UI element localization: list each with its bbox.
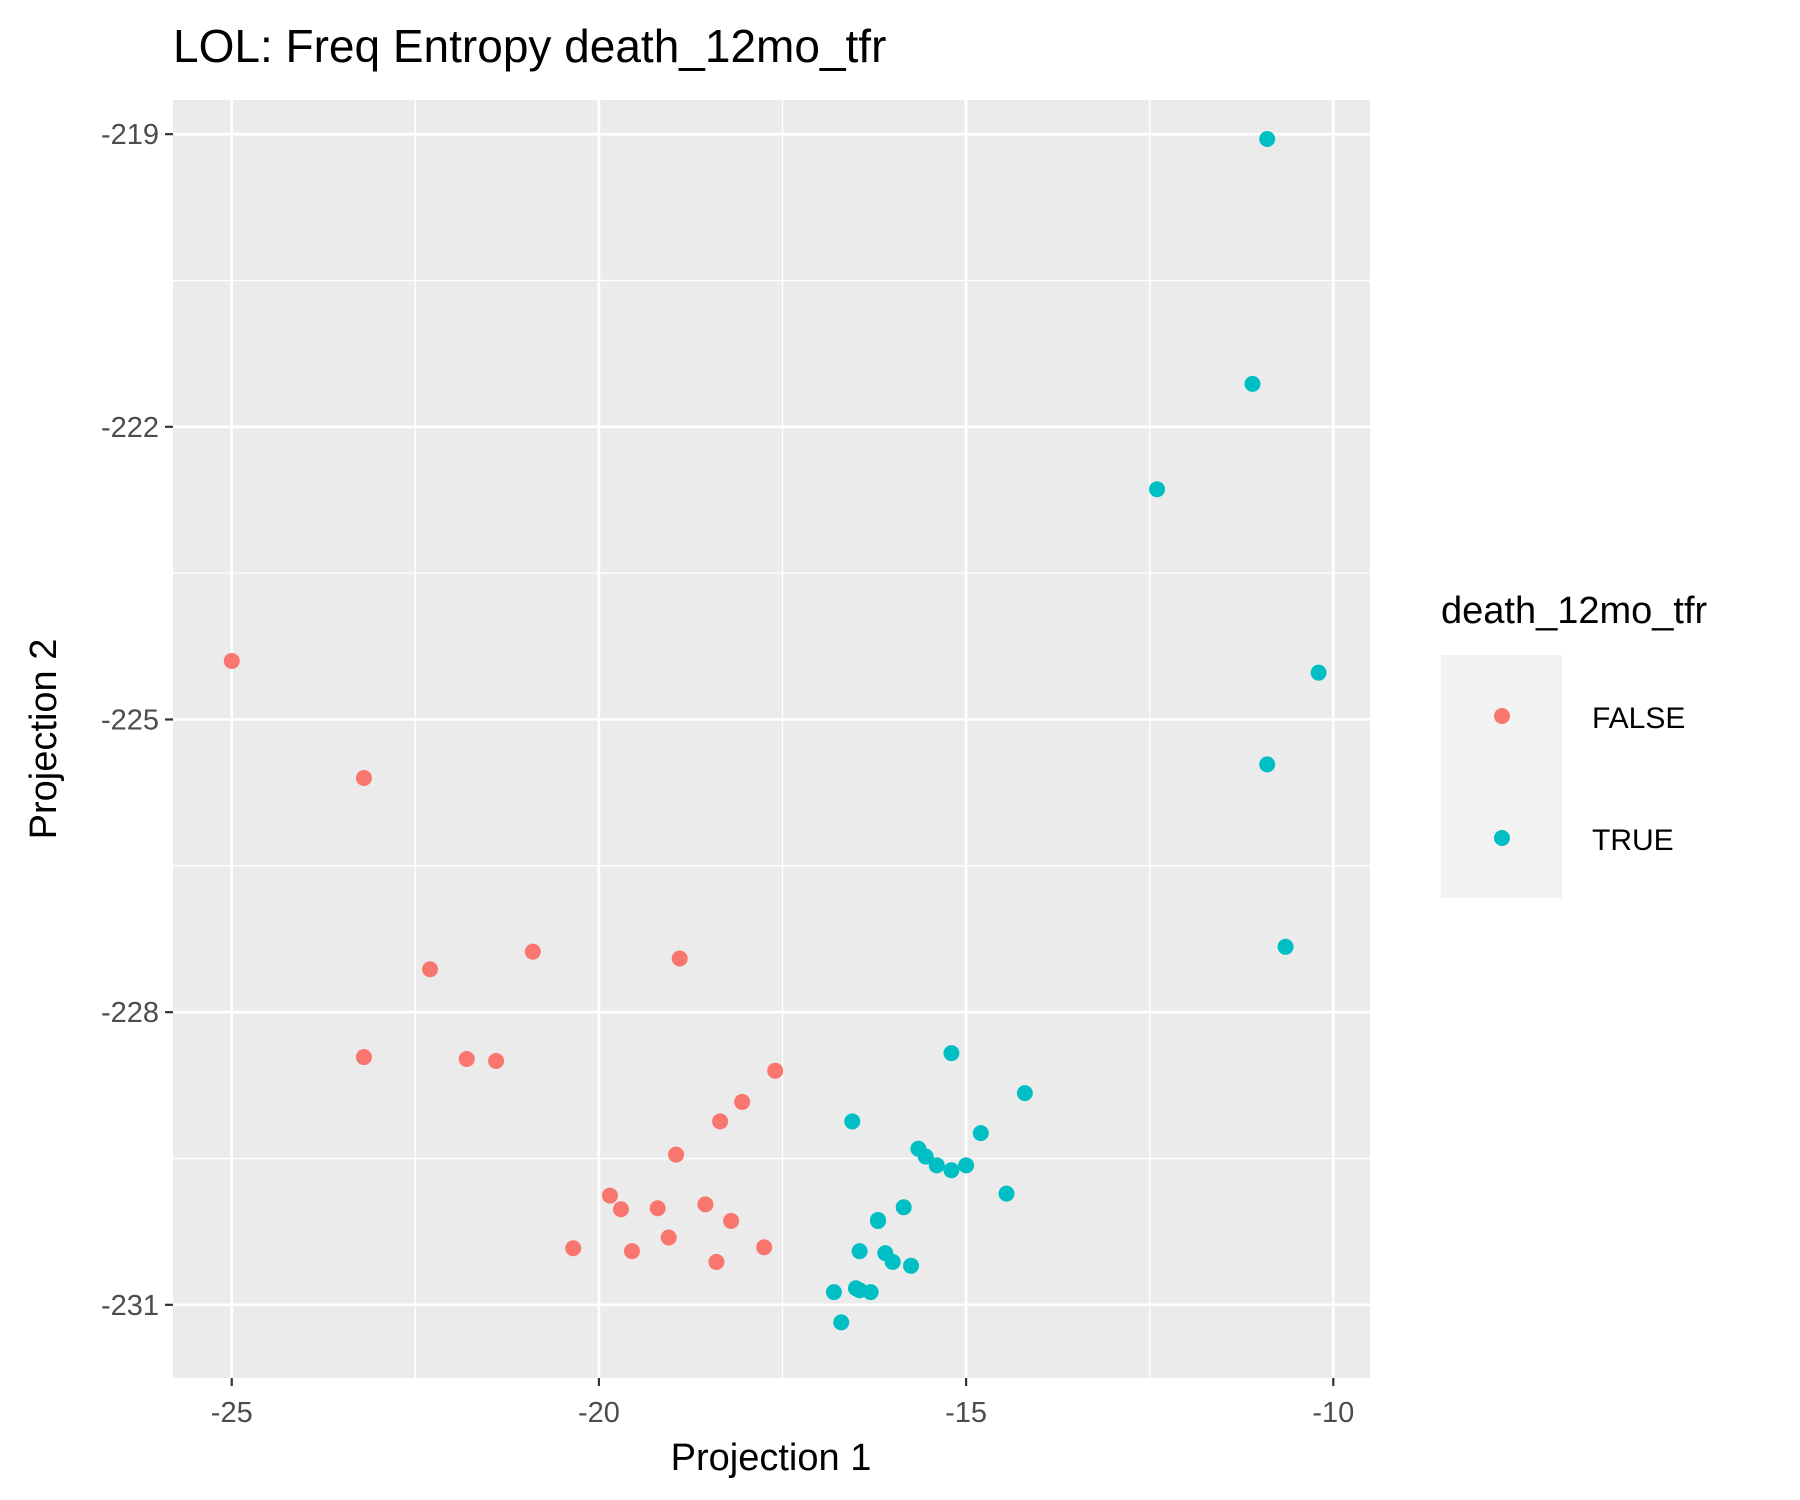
point-true	[884, 1253, 901, 1270]
point-true	[825, 1284, 842, 1301]
point-true	[1259, 131, 1276, 148]
point-false	[708, 1253, 725, 1270]
point-true	[943, 1045, 960, 1062]
legend-key-background	[1441, 655, 1562, 898]
x-tick-label: -25	[211, 1397, 253, 1429]
point-true	[895, 1199, 912, 1216]
point-false	[623, 1243, 640, 1260]
point-false	[223, 652, 240, 669]
point-false	[668, 1146, 685, 1163]
point-false	[649, 1200, 666, 1217]
point-true	[1149, 481, 1166, 498]
point-true	[903, 1257, 920, 1274]
x-axis-title: Projection 1	[671, 1437, 872, 1479]
x-axis: -25 -20 -15 -10	[211, 1378, 1354, 1429]
point-true	[998, 1185, 1015, 1202]
point-false	[712, 1113, 729, 1130]
chart-title: LOL: Freq Entropy death_12mo_tfr	[173, 20, 886, 72]
x-tick-label: -15	[945, 1397, 987, 1429]
point-false	[601, 1187, 618, 1204]
point-false	[723, 1212, 740, 1229]
data-points	[223, 131, 1327, 1331]
point-true	[869, 1212, 886, 1229]
legend-key-true	[1494, 830, 1510, 846]
point-false	[488, 1052, 505, 1069]
y-tick-label: -225	[101, 704, 159, 736]
point-false	[697, 1196, 714, 1213]
point-false	[734, 1093, 751, 1110]
y-axis-title: Projection 2	[23, 639, 65, 840]
y-axis: -219 -222 -225 -228 -231	[101, 119, 173, 1322]
x-tick-label: -20	[578, 1397, 620, 1429]
point-true	[862, 1284, 879, 1301]
point-true	[958, 1157, 975, 1174]
x-tick-label: -10	[1312, 1397, 1354, 1429]
point-true	[851, 1243, 868, 1260]
legend-key-false	[1494, 708, 1510, 724]
legend-label-true: TRUE	[1592, 824, 1674, 857]
point-false	[458, 1050, 475, 1067]
point-true	[972, 1125, 989, 1142]
point-false	[355, 1049, 372, 1066]
point-false	[767, 1062, 784, 1079]
y-tick-label: -219	[101, 119, 159, 151]
point-false	[565, 1240, 582, 1257]
point-false	[612, 1201, 629, 1218]
point-false	[422, 961, 439, 978]
legend: death_12mo_tfr FALSE TRUE	[1441, 590, 1708, 898]
point-false	[524, 943, 541, 960]
plot-panel	[173, 100, 1370, 1378]
point-false	[355, 770, 372, 787]
point-false	[756, 1239, 773, 1256]
point-false	[660, 1229, 677, 1246]
point-true	[943, 1162, 960, 1179]
point-true	[844, 1113, 861, 1130]
point-false	[671, 950, 688, 967]
y-tick-label: -222	[101, 412, 159, 444]
point-true	[1277, 938, 1294, 955]
point-true	[1016, 1085, 1033, 1102]
y-tick-label: -231	[101, 1290, 159, 1322]
point-true	[1244, 375, 1261, 392]
point-true	[928, 1157, 945, 1174]
point-true	[833, 1314, 850, 1331]
y-tick-label: -228	[101, 997, 159, 1029]
legend-title: death_12mo_tfr	[1441, 590, 1708, 632]
point-true	[917, 1148, 934, 1165]
minor-gridlines	[173, 100, 1370, 1378]
point-true	[1310, 664, 1327, 681]
point-true	[1259, 756, 1276, 773]
legend-label-false: FALSE	[1592, 702, 1685, 735]
